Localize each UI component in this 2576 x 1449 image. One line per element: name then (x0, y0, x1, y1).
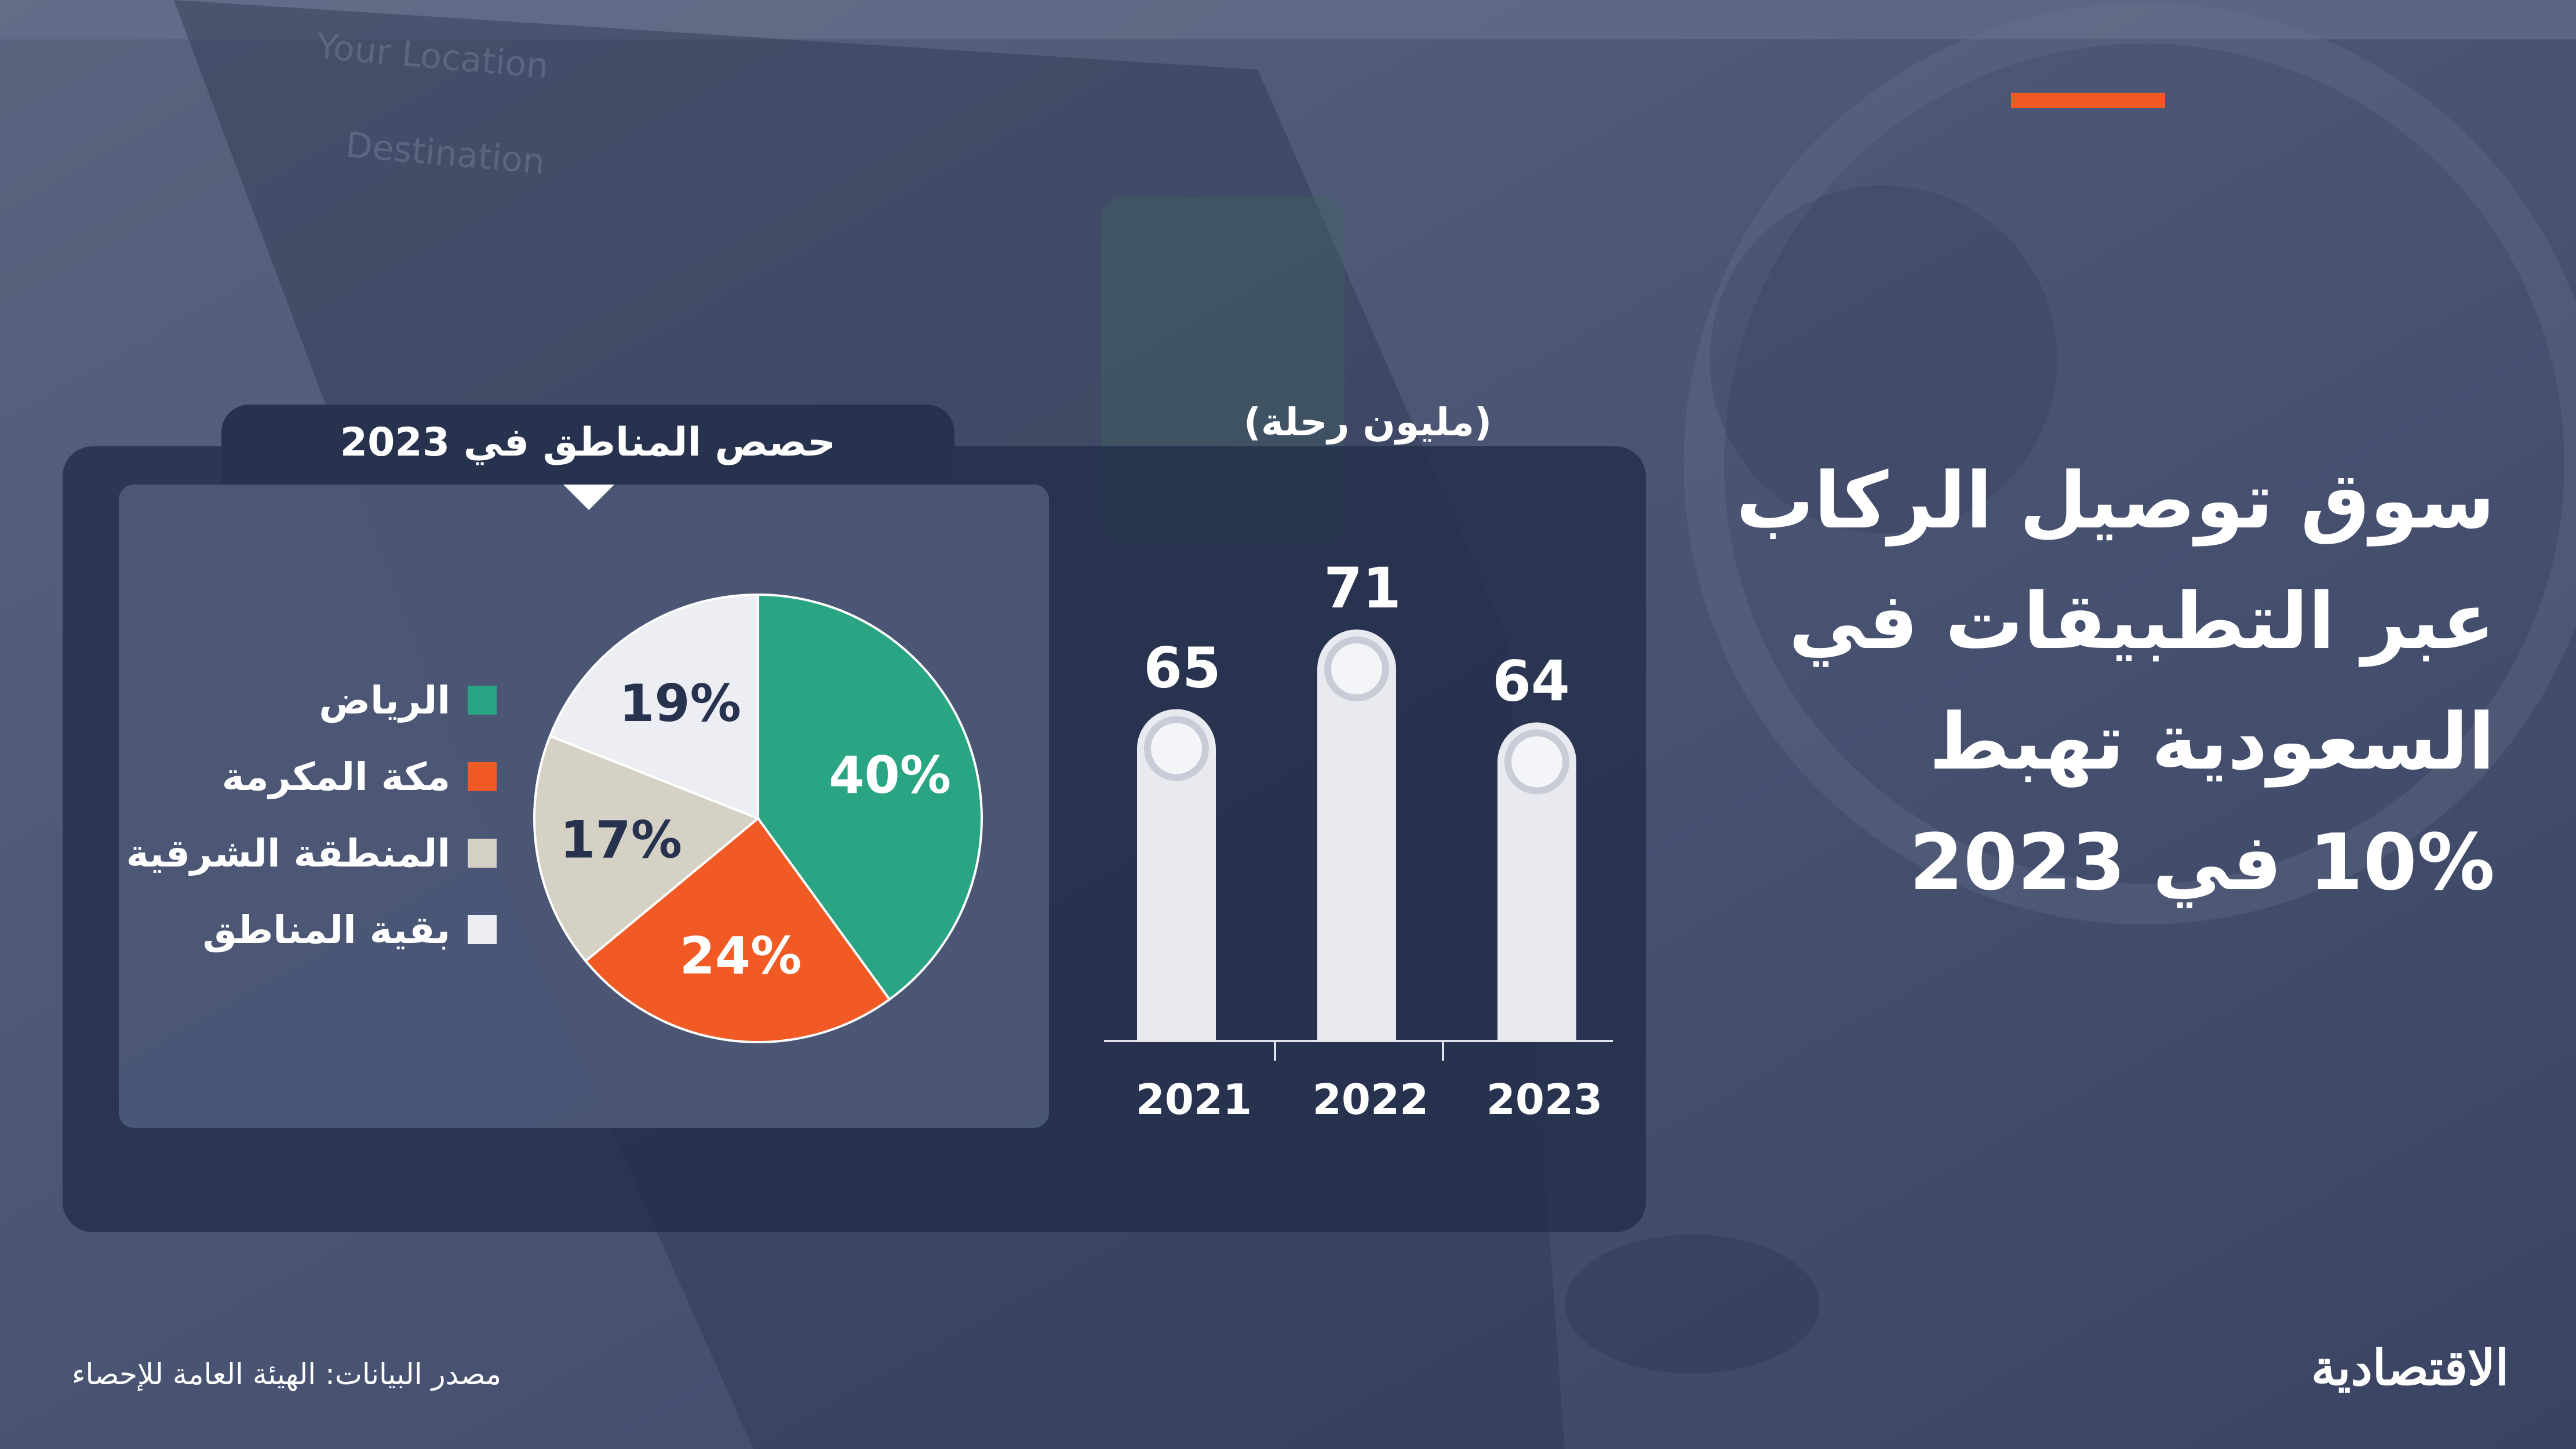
legend-item-riyadh: الرياض (319, 678, 497, 723)
bar-unit-label: (مليون رحلة) (1243, 400, 1492, 445)
bar-cap-dot-2023 (1511, 736, 1562, 788)
accent-line (2011, 93, 2165, 108)
pie-slice-label-2: 24% (680, 926, 802, 985)
bar-value-label-2022: 71 (1324, 556, 1401, 621)
headline: سوق توصيل الركاب عبر التطبيقات في السعود… (1736, 440, 2495, 923)
pie-slice-label-3: 17% (560, 810, 682, 869)
bar-category-label-2023: 2023 (1486, 1075, 1602, 1124)
legend-swatch-others (468, 915, 497, 944)
bar-cap-dot-2021 (1151, 723, 1202, 774)
headline-line-3: السعودية تهبط (1929, 697, 2495, 787)
publisher-logo: الاقتصادية (2311, 1339, 2509, 1396)
legend-swatch-riyadh (468, 686, 497, 715)
pie-pointer-icon (563, 485, 614, 510)
pie-slice-label-4: 19% (619, 673, 741, 733)
pie-slice-1 (757, 593, 983, 1002)
legend-label-others: بقية المناطق (202, 907, 450, 952)
legend-label-riyadh: الرياض (319, 678, 450, 723)
bar-2022 (1317, 629, 1396, 1041)
legend-item-others: بقية المناطق (203, 908, 497, 952)
legend-label-eastern: المنطقة الشرقية (126, 831, 450, 876)
pie-slice-2 (584, 817, 891, 1044)
headline-line-4: 10% في 2023 (1909, 817, 2495, 908)
headline-line-1: سوق توصيل الركاب (1736, 456, 2495, 546)
source-note: مصدر البيانات: الهيئة العامة للإحصاء (72, 1357, 502, 1391)
bar-category-label-2022: 2022 (1313, 1075, 1429, 1124)
legend-item-eastern: المنطقة الشرقية (126, 831, 497, 876)
pie-slice-label-1: 40% (829, 745, 951, 805)
legend-swatch-eastern (468, 839, 497, 868)
bar-2023 (1497, 722, 1576, 1041)
legend-item-makkah: مكة المكرمة (222, 755, 497, 799)
bar-cap-dot-2022 (1331, 643, 1382, 695)
pie-title: حصص المناطق في 2023 (340, 420, 836, 465)
pie-slice-4 (548, 593, 759, 820)
legend-swatch-makkah (468, 762, 497, 791)
headline-line-2: عبر التطبيقات في (1788, 576, 2495, 667)
bar-2021 (1137, 709, 1216, 1041)
bar-value-label-2023: 64 (1492, 649, 1570, 713)
bar-value-label-2021: 65 (1143, 636, 1221, 701)
legend-label-makkah: مكة المكرمة (221, 754, 450, 799)
bar-category-label-2021: 2021 (1136, 1075, 1252, 1124)
pie-slice-3 (533, 734, 760, 963)
pie-header: حصص المناطق في 2023 (221, 405, 954, 485)
